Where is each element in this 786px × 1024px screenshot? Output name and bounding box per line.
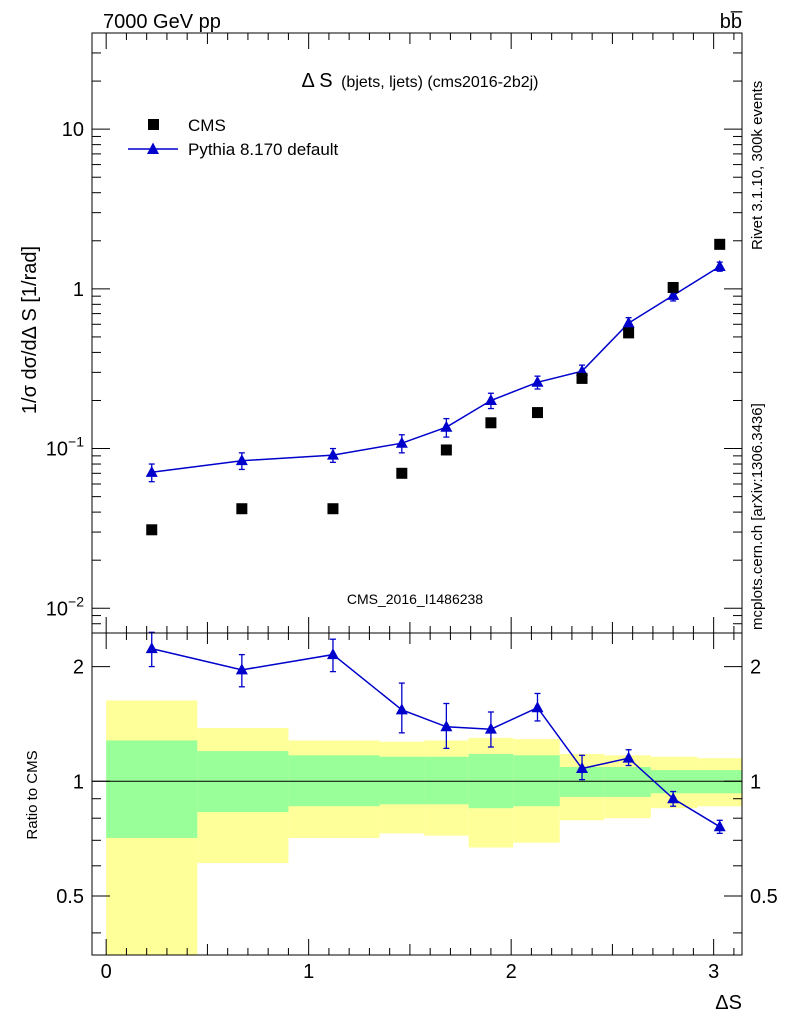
pythia-point (484, 392, 497, 410)
pythia-point (622, 316, 635, 330)
pythia-point (326, 447, 339, 463)
ratio-band-inner (424, 756, 469, 805)
ratio-pythia-point (531, 692, 544, 722)
pythia-point (440, 417, 453, 438)
ratio-band-inner (288, 755, 380, 807)
pythia-point (235, 452, 248, 471)
ratio-pythia-point (484, 711, 497, 748)
x-axis-label: ΔS (715, 992, 742, 1014)
x-tick-label: 3 (708, 961, 719, 983)
ratio-plot-marks (92, 631, 742, 955)
ratio-y-tick-label: 1 (73, 771, 84, 793)
rivet-label: Rivet 3.1.10, 300k events (749, 81, 766, 250)
main-y-tick-label: 10 (62, 119, 84, 141)
ratio-plot-frame (91, 632, 743, 956)
cms-point (236, 503, 248, 515)
plot-title: Δ S (bjets, ljets) (cms2016-2b2j) (301, 70, 538, 92)
pythia-point (395, 434, 408, 454)
plot-title-sub: (bjets, ljets) (cms2016-2b2j) (341, 74, 538, 91)
ratio-plot-panel: 0.5 0.5 1 1 2 2 0 1 2 3 Ratio to CMS ΔS (24, 631, 778, 1014)
main-y-tick-label: 10−1 (46, 434, 84, 461)
cms-point (327, 503, 339, 515)
cms-point (531, 407, 543, 419)
ratio-band-inner (513, 755, 560, 807)
ratio-y-tick-label-right: 2 (750, 657, 761, 679)
cms-point (623, 327, 635, 339)
ratio-pythia-point (713, 819, 726, 835)
ratio-pythia-point (667, 790, 680, 807)
ratio-band-inner (106, 740, 198, 838)
ratio-pythia-point (326, 638, 339, 673)
ratio-y-axis-label: Ratio to CMS (24, 750, 41, 839)
cms-point (146, 524, 158, 536)
ratio-y-tick-label-right: 1 (750, 771, 761, 793)
cms-point (440, 444, 452, 456)
main-y-tick-label: 1 (73, 279, 84, 301)
cms-point (576, 372, 588, 384)
ratio-pythia-point (576, 754, 589, 781)
legend-label-pythia: Pythia 8.170 default (188, 140, 339, 159)
plot-title-main: Δ S (301, 70, 332, 92)
ratio-y-tick-label: 0.5 (56, 886, 84, 908)
main-plot-ticks: 10−2 10−1 1 10 (46, 32, 742, 634)
main-plot-marks (145, 238, 726, 536)
ratio-y-tick-label-right: 0.5 (750, 886, 778, 908)
pythia-point (713, 260, 726, 272)
cms-point (485, 417, 497, 429)
pythia-line (151, 265, 721, 474)
ratio-y-tick-label: 2 (73, 657, 84, 679)
x-tick-label: 2 (506, 961, 517, 983)
ratio-pythia-point (145, 631, 158, 668)
legend-label-cms: CMS (188, 116, 226, 135)
pythia-point (145, 463, 158, 483)
ratio-pythia-point (395, 682, 408, 734)
ratio-pythia-point (440, 702, 453, 750)
ratio-plot-ticks: 0.5 0.5 1 1 2 2 0 1 2 3 (56, 633, 778, 983)
legend-marker-pythia (147, 142, 159, 154)
cms-point (396, 467, 408, 479)
analysis-watermark: CMS_2016_I1486238 (347, 591, 483, 607)
main-y-tick-label: 10−2 (46, 593, 84, 620)
main-plot-panel: 10−2 10−1 1 10 Δ S (bjets, ljets) (cms2016-… (19, 32, 743, 634)
main-y-axis-label: 1/σ dσ/dΔ S [1/rad] (19, 246, 41, 414)
ratio-pythia-point (622, 749, 635, 767)
process-label: bb̅ (720, 10, 743, 33)
cms-point (667, 281, 679, 293)
legend-marker-cms (148, 119, 159, 130)
pythia-point (531, 375, 544, 390)
ratio-pythia-point (235, 653, 248, 688)
legend: CMS Pythia 8.170 default (128, 116, 339, 159)
energy-label: 7000 GeV pp (103, 11, 221, 33)
cms-point (714, 238, 726, 250)
x-tick-label: 0 (101, 961, 112, 983)
ratio-band-inner (379, 756, 425, 805)
mcplots-label: mcplots.cern.ch [arXiv:1306.3436] (749, 403, 766, 630)
x-tick-label: 1 (303, 961, 314, 983)
